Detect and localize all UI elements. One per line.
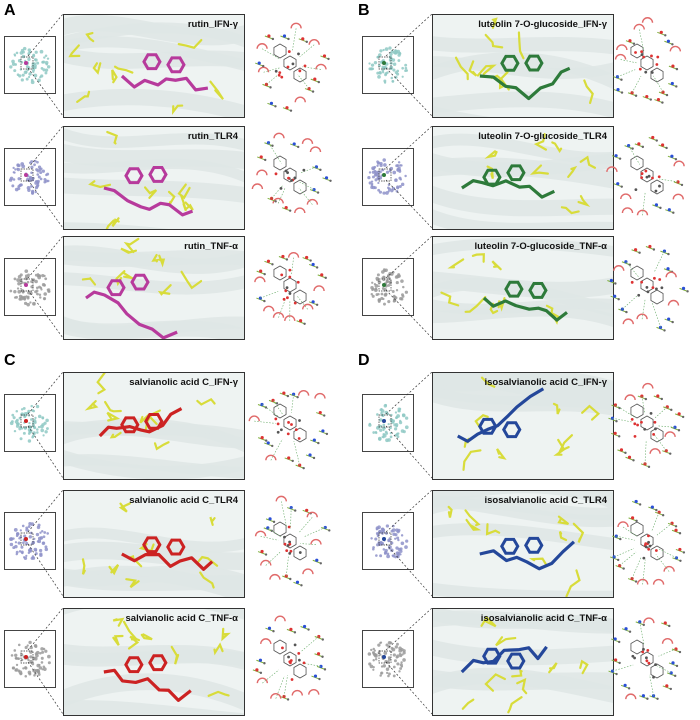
binding-pocket-view: salvianolic acid C_IFN-γ bbox=[63, 372, 245, 480]
binding-pocket-render bbox=[64, 373, 244, 479]
interaction-diagram-render bbox=[243, 126, 333, 228]
interaction-diagram-render bbox=[600, 126, 690, 228]
binding-pocket-render bbox=[433, 609, 613, 715]
binding-pocket-render bbox=[64, 609, 244, 715]
binding-pocket-view: luteolin 7-O-glucoside_IFN-γ bbox=[432, 14, 614, 118]
interaction-2d-diagram bbox=[600, 14, 690, 116]
complex-label: rutin_TLR4 bbox=[188, 131, 238, 142]
complex-label: isosalvianolic acid C_IFN-γ bbox=[485, 377, 608, 388]
complex-label: luteolin 7-O-glucoside_IFN-γ bbox=[478, 19, 607, 30]
interaction-diagram-render bbox=[243, 490, 333, 596]
complex-label: rutin_IFN-γ bbox=[188, 19, 238, 30]
interaction-diagram-render bbox=[600, 236, 690, 338]
panel-b: B luteolin 7-O-glucoside_IFN-γ luteolin 7… bbox=[352, 0, 700, 345]
complex-label: salvianolic acid C_TLR4 bbox=[129, 495, 238, 506]
interaction-2d-diagram bbox=[243, 490, 333, 596]
panel-letter: D bbox=[358, 352, 370, 370]
binding-pocket-view: rutin_TNF-α bbox=[63, 236, 245, 340]
binding-pocket-render bbox=[64, 15, 244, 117]
interaction-2d-diagram bbox=[243, 372, 333, 478]
interaction-2d-diagram bbox=[243, 608, 333, 714]
binding-pocket-render bbox=[64, 127, 244, 229]
interaction-2d-diagram bbox=[600, 608, 690, 714]
binding-pocket-view: isosalvianolic acid C_IFN-γ bbox=[432, 372, 614, 480]
binding-pocket-view: rutin_TLR4 bbox=[63, 126, 245, 230]
interaction-diagram-render bbox=[600, 372, 690, 478]
binding-pocket-render bbox=[64, 237, 244, 339]
interaction-2d-diagram bbox=[243, 236, 333, 338]
interaction-diagram-render bbox=[243, 236, 333, 338]
panel-a: A rutin_IFN-γ rutin_TLR4 rutin_TNF-α bbox=[0, 0, 350, 345]
binding-pocket-render bbox=[64, 491, 244, 597]
panel-letter: C bbox=[4, 352, 16, 370]
complex-label: salvianolic acid C_IFN-γ bbox=[129, 377, 238, 388]
panel-c: C salvianolic acid C_IFN-γ salvianolic ac… bbox=[0, 350, 350, 719]
binding-pocket-view: salvianolic acid C_TNF-α bbox=[63, 608, 245, 716]
binding-pocket-view: salvianolic acid C_TLR4 bbox=[63, 490, 245, 598]
interaction-diagram-render bbox=[243, 14, 333, 116]
binding-pocket-view: rutin_IFN-γ bbox=[63, 14, 245, 118]
interaction-2d-diagram bbox=[243, 14, 333, 116]
complex-label: rutin_TNF-α bbox=[184, 241, 238, 252]
complex-label: luteolin 7-O-glucoside_TNF-α bbox=[474, 241, 607, 252]
interaction-2d-diagram bbox=[600, 490, 690, 596]
complex-label: isosalvianolic acid C_TNF-α bbox=[481, 613, 607, 624]
interaction-2d-diagram bbox=[600, 372, 690, 478]
binding-pocket-render bbox=[433, 15, 613, 117]
binding-pocket-view: isosalvianolic acid C_TLR4 bbox=[432, 490, 614, 598]
complex-label: salvianolic acid C_TNF-α bbox=[126, 613, 238, 624]
interaction-diagram-render bbox=[600, 608, 690, 714]
interaction-diagram-render bbox=[600, 490, 690, 596]
binding-pocket-render bbox=[433, 373, 613, 479]
panel-letter: B bbox=[358, 2, 370, 20]
interaction-2d-diagram bbox=[600, 126, 690, 228]
binding-pocket-view: luteolin 7-O-glucoside_TLR4 bbox=[432, 126, 614, 230]
complex-label: isosalvianolic acid C_TLR4 bbox=[485, 495, 608, 506]
panel-d: D isosalvianolic acid C_IFN-γ isosalviano… bbox=[352, 350, 700, 719]
complex-label: luteolin 7-O-glucoside_TLR4 bbox=[478, 131, 607, 142]
interaction-2d-diagram bbox=[600, 236, 690, 338]
binding-pocket-view: luteolin 7-O-glucoside_TNF-α bbox=[432, 236, 614, 340]
interaction-diagram-render bbox=[243, 372, 333, 478]
interaction-diagram-render bbox=[600, 14, 690, 116]
interaction-2d-diagram bbox=[243, 126, 333, 228]
interaction-diagram-render bbox=[243, 608, 333, 714]
binding-pocket-view: isosalvianolic acid C_TNF-α bbox=[432, 608, 614, 716]
binding-pocket-render bbox=[433, 491, 613, 597]
binding-pocket-render bbox=[433, 127, 613, 229]
panel-letter: A bbox=[4, 2, 16, 20]
binding-pocket-render bbox=[433, 237, 613, 339]
